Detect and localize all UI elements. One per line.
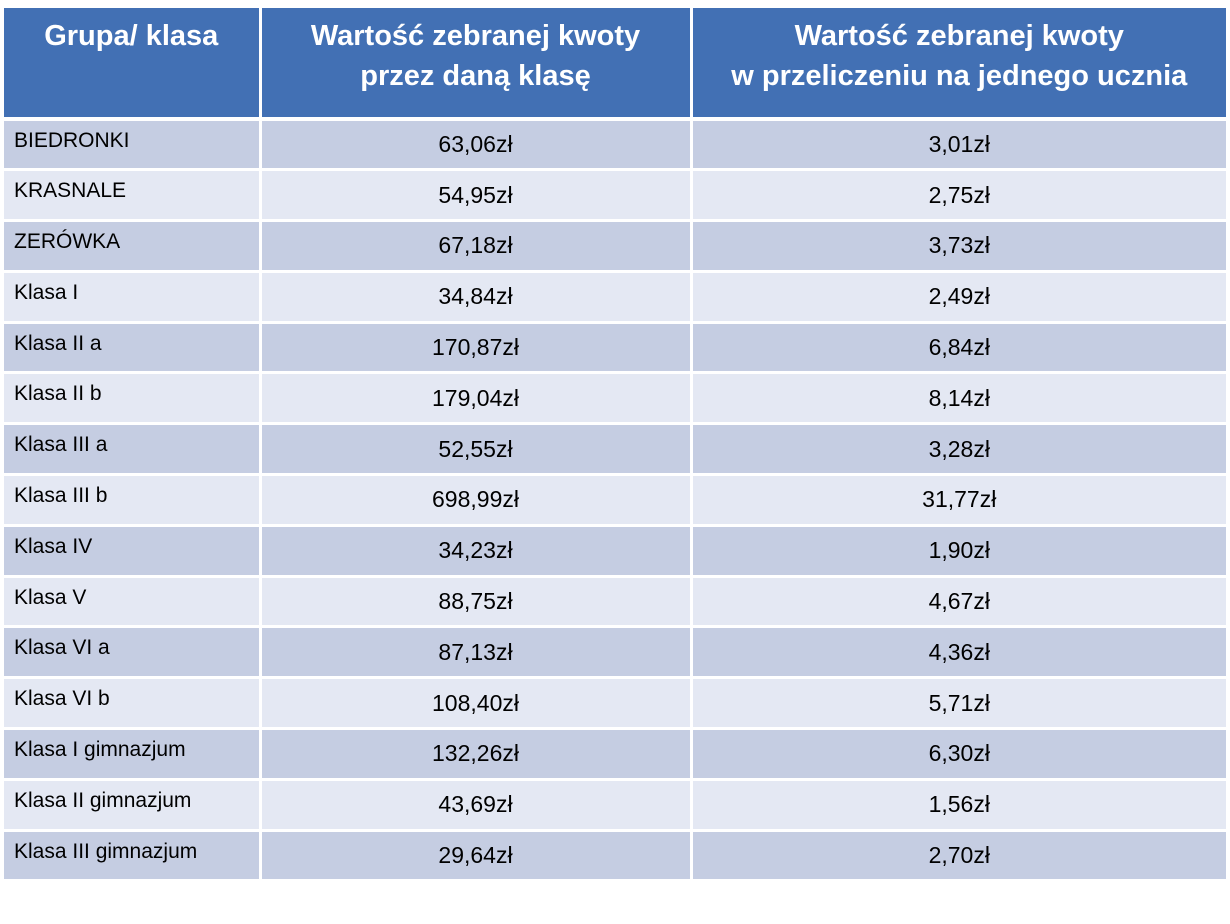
group-cell: Klasa VI a [4, 626, 262, 680]
table-row: Klasa IV 34,23zł 1,90zł [4, 525, 1226, 578]
group-cell: ZERÓWKA [4, 220, 262, 273]
total-cell: 67,18zł [260, 220, 693, 273]
group-cell: Klasa V [4, 576, 262, 629]
group-cell: BIEDRONKI [4, 119, 262, 172]
header-group: Grupa/ klasa [4, 8, 262, 121]
per-student-cell: 3,28zł [691, 423, 1226, 477]
table-row: Klasa II a 170,87zł 6,84zł [4, 322, 1226, 375]
total-cell: 54,95zł [260, 169, 693, 223]
table-row: Klasa I 34,84zł 2,49zł [4, 271, 1226, 324]
per-student-cell: 5,71zł [691, 677, 1226, 731]
table-row: Klasa II b 179,04zł 8,14zł [4, 372, 1226, 426]
per-student-cell: 2,49zł [691, 271, 1226, 324]
table-row: Klasa III gimnazjum 29,64zł 2,70zł [4, 830, 1226, 883]
table-row: ZERÓWKA 67,18zł 3,73zł [4, 220, 1226, 273]
group-cell: Klasa VI b [4, 677, 262, 731]
total-cell: 88,75zł [260, 576, 693, 629]
per-student-cell: 8,14zł [691, 372, 1226, 426]
group-cell: Klasa III a [4, 423, 262, 477]
per-student-cell: 3,73zł [691, 220, 1226, 273]
group-cell: Klasa I [4, 271, 262, 324]
total-cell: 698,99zł [260, 474, 693, 527]
table-row: Klasa II gimnazjum 43,69zł 1,56zł [4, 779, 1226, 832]
total-cell: 34,84zł [260, 271, 693, 324]
header-per-student-label: Wartość zebranej kwoty w przeliczeniu na … [731, 20, 1188, 92]
table-row: Klasa VI b 108,40zł 5,71zł [4, 677, 1226, 731]
total-cell: 179,04zł [260, 372, 693, 426]
total-cell: 170,87zł [260, 322, 693, 375]
total-cell: 29,64zł [260, 830, 693, 883]
group-cell: Klasa III gimnazjum [4, 830, 262, 883]
donation-table: Grupa/ klasa Wartość zebranej kwoty przez… [4, 8, 1226, 883]
total-cell: 87,13zł [260, 626, 693, 680]
group-cell: Klasa II b [4, 372, 262, 426]
total-cell: 132,26zł [260, 728, 693, 781]
table-body: BIEDRONKI 63,06zł 3,01zł KRASNALE 54,95zł 2,7… [4, 119, 1226, 883]
group-cell: Klasa III b [4, 474, 262, 527]
header-total-label: Wartość zebranej kwoty przez daną klasę [310, 20, 641, 92]
total-cell: 43,69zł [260, 779, 693, 832]
table-row: Klasa I gimnazjum 132,26zł 6,30zł [4, 728, 1226, 781]
header-total: Wartość zebranej kwoty przez daną klasę [260, 8, 693, 121]
per-student-cell: 6,30zł [691, 728, 1226, 781]
total-cell: 63,06zł [260, 119, 693, 172]
per-student-cell: 4,36zł [691, 626, 1226, 680]
group-cell: Klasa IV [4, 525, 262, 578]
donation-table-container: Grupa/ klasa Wartość zebranej kwoty przez… [4, 8, 1226, 883]
per-student-cell: 3,01zł [691, 119, 1226, 172]
group-cell: Klasa II gimnazjum [4, 779, 262, 832]
total-cell: 52,55zł [260, 423, 693, 477]
header-group-label: Grupa/ klasa [44, 20, 219, 52]
total-cell: 34,23zł [260, 525, 693, 578]
table-row: BIEDRONKI 63,06zł 3,01zł [4, 119, 1226, 172]
group-cell: KRASNALE [4, 169, 262, 223]
table-row: Klasa III a 52,55zł 3,28zł [4, 423, 1226, 477]
group-cell: Klasa I gimnazjum [4, 728, 262, 781]
group-cell: Klasa II a [4, 322, 262, 375]
table-row: Klasa V 88,75zł 4,67zł [4, 576, 1226, 629]
per-student-cell: 1,56zł [691, 779, 1226, 832]
total-cell: 108,40zł [260, 677, 693, 731]
per-student-cell: 2,75zł [691, 169, 1226, 223]
per-student-cell: 4,67zł [691, 576, 1226, 629]
table-header: Grupa/ klasa Wartość zebranej kwoty przez… [4, 8, 1226, 121]
header-per-student: Wartość zebranej kwoty w przeliczeniu na … [691, 8, 1226, 121]
per-student-cell: 31,77zł [691, 474, 1226, 527]
table-row: Klasa VI a 87,13zł 4,36zł [4, 626, 1226, 680]
header-row: Grupa/ klasa Wartość zebranej kwoty przez… [4, 8, 1226, 121]
per-student-cell: 1,90zł [691, 525, 1226, 578]
per-student-cell: 6,84zł [691, 322, 1226, 375]
per-student-cell: 2,70zł [691, 830, 1226, 883]
table-row: KRASNALE 54,95zł 2,75zł [4, 169, 1226, 223]
table-row: Klasa III b 698,99zł 31,77zł [4, 474, 1226, 527]
